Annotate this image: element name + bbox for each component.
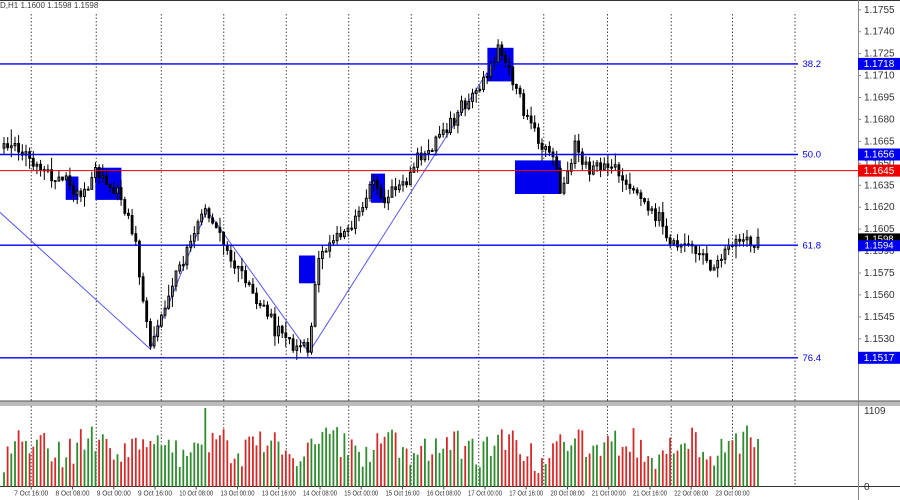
- svg-text:9 Oct 16:00: 9 Oct 16:00: [138, 491, 172, 498]
- svg-text:21 Oct 00:00: 21 Oct 00:00: [592, 491, 626, 498]
- svg-text:9 Oct 00:00: 9 Oct 00:00: [97, 491, 131, 498]
- svg-text:1.1575: 1.1575: [864, 268, 895, 279]
- svg-text:1.1695: 1.1695: [864, 93, 895, 104]
- svg-text:1.1635: 1.1635: [864, 180, 895, 191]
- svg-text:8 Oct 08:00: 8 Oct 08:00: [56, 491, 90, 498]
- svg-text:15 Oct 00:00: 15 Oct 00:00: [344, 491, 378, 498]
- svg-text:1.1665: 1.1665: [864, 136, 895, 147]
- svg-text:1.1718: 1.1718: [864, 59, 895, 70]
- svg-text:0: 0: [864, 482, 870, 493]
- svg-text:1.1620: 1.1620: [864, 202, 895, 213]
- svg-text:1.1740: 1.1740: [864, 27, 895, 38]
- svg-text:23 Oct 00:00: 23 Oct 00:00: [716, 491, 750, 498]
- svg-text:14 Oct 08:00: 14 Oct 08:00: [303, 491, 337, 498]
- svg-text:21 Oct 16:00: 21 Oct 16:00: [633, 491, 667, 498]
- svg-text:1.1680: 1.1680: [864, 114, 895, 125]
- svg-text:13 Oct 16:00: 13 Oct 16:00: [262, 491, 296, 498]
- svg-text:17 Oct 16:00: 17 Oct 16:00: [509, 491, 543, 498]
- svg-text:1.1594: 1.1594: [864, 240, 893, 251]
- svg-text:1.1645: 1.1645: [864, 166, 895, 177]
- svg-text:1109: 1109: [864, 406, 886, 417]
- svg-text:1.1560: 1.1560: [864, 290, 895, 301]
- svg-text:1.1710: 1.1710: [864, 71, 895, 82]
- svg-text:50.0: 50.0: [803, 150, 822, 161]
- svg-text:1.1545: 1.1545: [864, 312, 895, 323]
- svg-text:38.2: 38.2: [803, 59, 822, 70]
- svg-text:61.8: 61.8: [803, 240, 822, 251]
- svg-text:10 Oct 08:00: 10 Oct 08:00: [179, 491, 213, 498]
- svg-text:76.4: 76.4: [803, 353, 822, 364]
- svg-text:22 Oct 08:00: 22 Oct 08:00: [674, 491, 708, 498]
- svg-text:1.1530: 1.1530: [864, 334, 895, 345]
- svg-text:16 Oct 08:00: 16 Oct 08:00: [427, 491, 461, 498]
- svg-text:7 Oct 16:00: 7 Oct 16:00: [14, 491, 48, 498]
- svg-text:15 Oct 16:00: 15 Oct 16:00: [386, 491, 420, 498]
- svg-text:1.1517: 1.1517: [864, 353, 895, 364]
- svg-text:1.1656: 1.1656: [864, 150, 895, 161]
- svg-text:13 Oct 00:00: 13 Oct 00:00: [221, 491, 255, 498]
- svg-text:1.1755: 1.1755: [864, 5, 895, 16]
- svg-text:17 Oct 00:00: 17 Oct 00:00: [468, 491, 502, 498]
- svg-text:20 Oct 08:00: 20 Oct 08:00: [551, 491, 585, 498]
